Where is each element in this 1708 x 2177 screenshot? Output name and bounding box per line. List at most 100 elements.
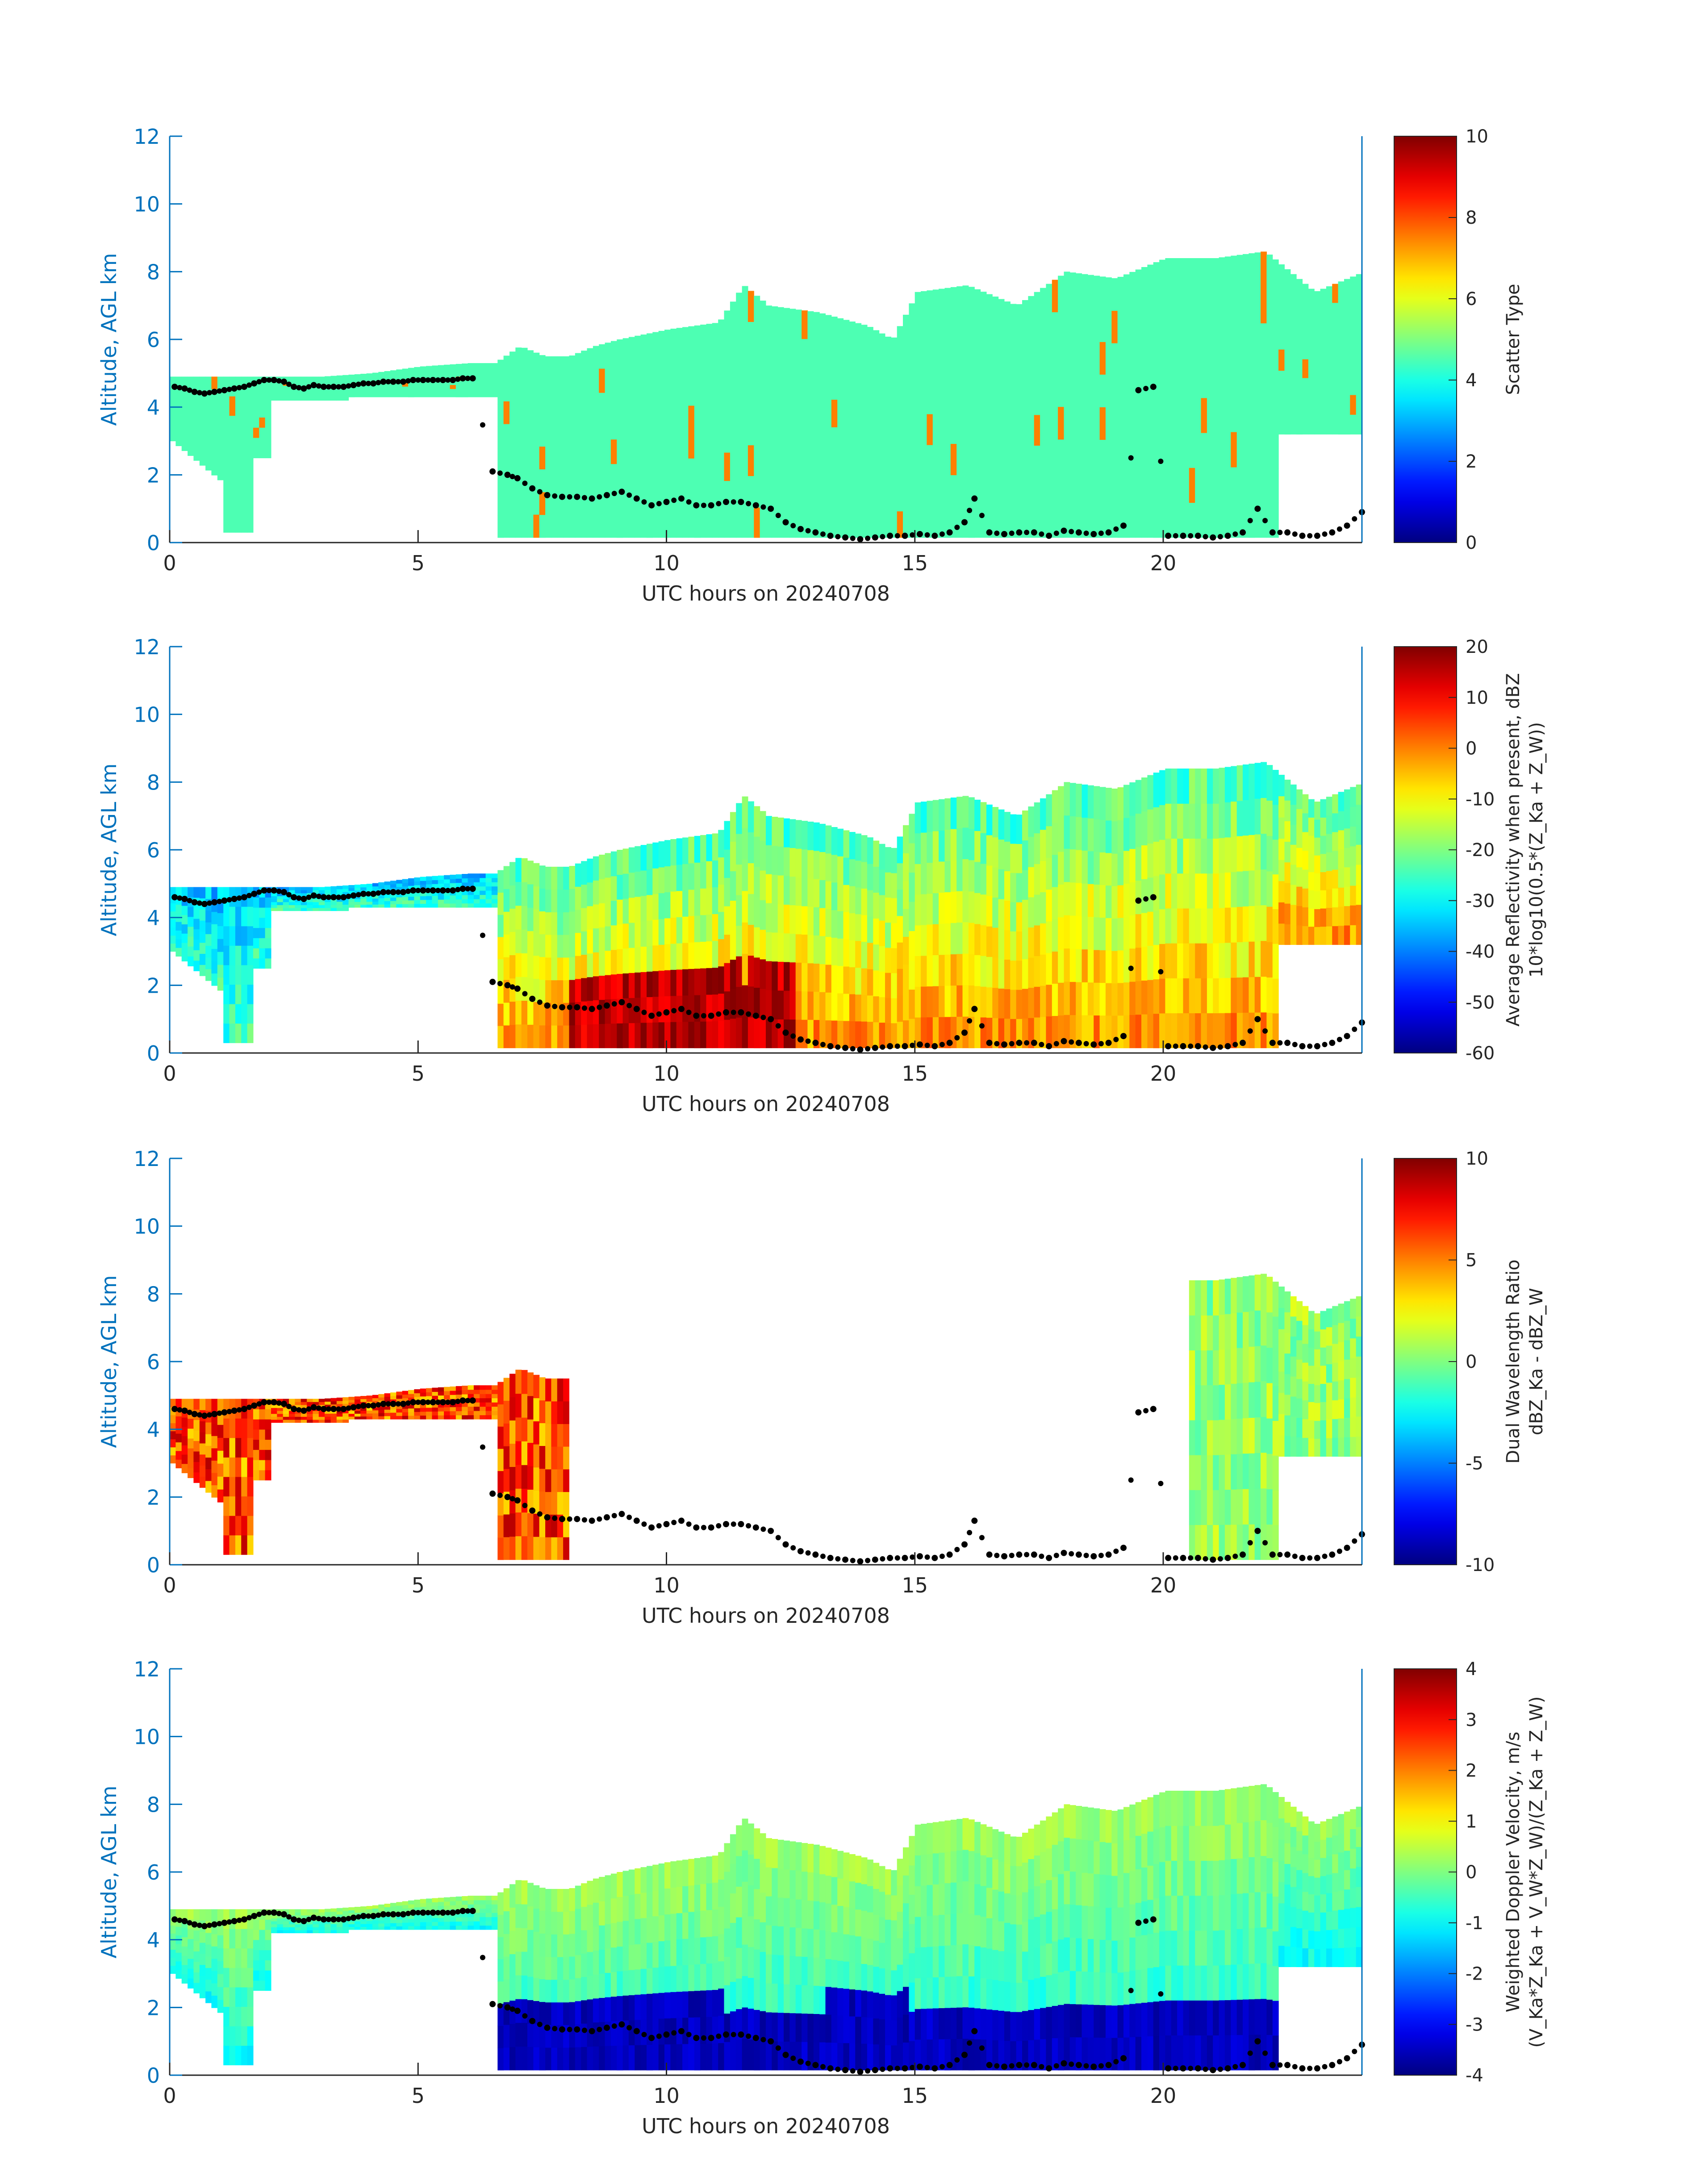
cloud-base-point bbox=[286, 381, 292, 387]
heat-cell bbox=[670, 969, 677, 996]
cloud-base-point bbox=[663, 1521, 670, 1527]
heat-cell bbox=[181, 1946, 188, 1956]
heat-cell bbox=[802, 934, 808, 963]
heat-cell bbox=[509, 1513, 516, 1537]
heat-cell bbox=[235, 454, 242, 474]
heat-cell bbox=[503, 911, 510, 935]
heat-cell bbox=[1022, 929, 1028, 959]
cloud-base-point bbox=[355, 1404, 361, 1409]
heat-cell bbox=[1224, 1279, 1231, 1314]
heat-cell bbox=[1243, 254, 1249, 290]
heat-cell bbox=[581, 907, 588, 932]
heat-cell bbox=[289, 1404, 295, 1408]
cloud-base-point bbox=[1322, 531, 1328, 537]
heat-cell bbox=[408, 1390, 414, 1394]
heat-cell bbox=[408, 886, 414, 890]
heat-cell bbox=[950, 350, 957, 381]
heat-cell bbox=[366, 1407, 373, 1411]
heat-cell bbox=[1094, 341, 1100, 374]
cloud-base-point bbox=[1203, 1044, 1208, 1050]
heat-cell bbox=[342, 901, 349, 905]
heat-cell bbox=[432, 393, 438, 397]
heat-cell bbox=[509, 1397, 516, 1421]
heat-cell bbox=[861, 484, 868, 511]
heat-cell bbox=[992, 807, 999, 838]
heat-cell bbox=[1207, 502, 1213, 538]
heat-cell bbox=[533, 1375, 540, 1398]
heat-cell bbox=[360, 394, 367, 397]
heat-cell bbox=[1046, 284, 1052, 316]
heat-cell bbox=[521, 977, 528, 1001]
heat-cell bbox=[188, 426, 194, 436]
heat-cell bbox=[1326, 397, 1332, 416]
heat-cell bbox=[980, 384, 987, 415]
heat-cell bbox=[676, 864, 683, 891]
cloud-base-point bbox=[1188, 533, 1194, 539]
heat-cell bbox=[1117, 982, 1124, 1016]
heat-cell bbox=[241, 1929, 248, 1949]
heat-cell bbox=[366, 1921, 373, 1924]
heat-cell bbox=[760, 478, 766, 508]
heat-cell bbox=[1302, 415, 1309, 435]
heat-cell bbox=[408, 375, 414, 379]
heat-cell bbox=[253, 437, 259, 448]
heat-cell bbox=[1153, 979, 1160, 1014]
heat-cell bbox=[247, 1535, 254, 1555]
heat-cell bbox=[1314, 1403, 1321, 1421]
heat-cell bbox=[1087, 308, 1094, 341]
heat-cell bbox=[503, 514, 510, 538]
heat-cell bbox=[1266, 1489, 1273, 1525]
heat-cell bbox=[1290, 1416, 1297, 1437]
heat-cell bbox=[491, 882, 498, 887]
heat-cell bbox=[974, 831, 981, 862]
cloud-base-point bbox=[887, 1043, 894, 1049]
heat-cell bbox=[789, 309, 796, 338]
heat-cell bbox=[1082, 883, 1088, 917]
heat-cell bbox=[831, 937, 838, 965]
heat-cell bbox=[497, 1448, 504, 1471]
heat-cell bbox=[1296, 395, 1303, 415]
cloud-base-point bbox=[1090, 1553, 1097, 1559]
heat-cell bbox=[539, 979, 546, 1003]
colorbar-label: Scatter Type bbox=[1503, 284, 1524, 395]
colorbar-tick-label: -30 bbox=[1466, 891, 1495, 911]
heat-cell bbox=[795, 338, 802, 367]
heat-cell bbox=[1010, 333, 1017, 363]
heat-cell bbox=[336, 1397, 343, 1401]
heat-cell bbox=[402, 1391, 409, 1395]
cloud-base-point bbox=[450, 887, 456, 894]
heat-cell bbox=[1028, 806, 1035, 837]
heat-cell bbox=[777, 875, 784, 904]
heat-cell bbox=[1010, 931, 1017, 961]
heat-cell bbox=[271, 1915, 277, 1918]
heat-cell bbox=[188, 1468, 194, 1478]
heat-cell bbox=[1087, 406, 1094, 439]
heat-cell bbox=[211, 376, 218, 389]
heat-cell bbox=[1219, 467, 1225, 503]
heat-cell bbox=[199, 1931, 206, 1943]
heat-cell bbox=[497, 915, 504, 937]
heat-cell bbox=[313, 1930, 319, 1934]
heat-cell bbox=[480, 1385, 486, 1390]
heat-cell bbox=[229, 984, 236, 1004]
heat-cell bbox=[354, 902, 361, 905]
heat-cell bbox=[1207, 803, 1213, 839]
heat-cell bbox=[307, 389, 313, 392]
heat-cell bbox=[283, 382, 289, 386]
heat-cell bbox=[318, 1419, 325, 1423]
cloud-base-point bbox=[1277, 1552, 1283, 1558]
cloud-base-point bbox=[820, 1042, 826, 1047]
heat-cell bbox=[1159, 259, 1165, 295]
heat-cell bbox=[1195, 908, 1202, 944]
heat-cell bbox=[509, 398, 516, 422]
heat-cell bbox=[855, 940, 862, 968]
cloud-base-point bbox=[400, 889, 406, 895]
heat-cell bbox=[1290, 314, 1297, 334]
heat-cell bbox=[253, 958, 259, 969]
heat-cell bbox=[557, 1424, 564, 1447]
y-axis-label: Altitude, AGL km bbox=[97, 763, 121, 936]
heat-cell bbox=[1094, 406, 1100, 440]
heat-cell bbox=[480, 380, 486, 385]
heat-cell bbox=[867, 458, 873, 485]
heat-cell bbox=[509, 1374, 516, 1397]
